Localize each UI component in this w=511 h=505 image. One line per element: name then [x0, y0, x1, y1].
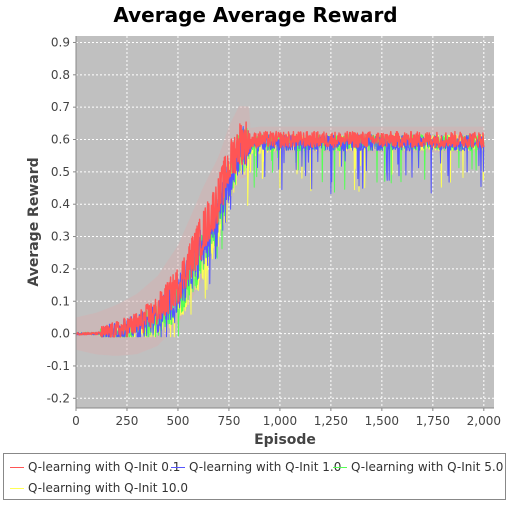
legend-item: Q-learning with Q-Init 5.0	[333, 460, 503, 474]
y-axis-label: Average Reward	[26, 157, 42, 286]
y-tick-label: 0.7	[51, 100, 70, 114]
y-tick-label: 0.0	[51, 327, 70, 341]
x-axis-label: Episode	[254, 432, 316, 448]
series-line	[76, 121, 485, 338]
x-tick-label: 2,000	[467, 414, 501, 428]
y-tick-label: 0.5	[51, 165, 70, 179]
chart-title: Average Average Reward	[113, 3, 398, 27]
legend-swatch	[171, 467, 185, 468]
legend-item: Q-learning with Q-Init 10.0	[10, 481, 188, 495]
chart: 0 250 500 750 1,000 1,250 1,500 1,750 2,000 -0.2 -…	[26, 35, 501, 448]
legend-item: Q-learning with Q-Init 0.1	[10, 460, 180, 474]
y-tick-label: 0.1	[51, 294, 70, 308]
x-tick-label: 500	[166, 414, 189, 428]
series-lines	[76, 105, 485, 356]
x-tick-label: 750	[217, 414, 240, 428]
plot-area	[76, 36, 494, 408]
legend-label: Q-learning with Q-Init 1.0	[189, 460, 342, 474]
legend-swatch	[333, 467, 347, 468]
legend-swatch	[10, 467, 24, 468]
axes: 0 250 500 750 1,000 1,250 1,500 1,750 2,000 -0.2 -…	[47, 35, 501, 428]
legend-item: Q-learning with Q-Init 1.0	[171, 460, 341, 474]
y-tick-label: 0.3	[51, 230, 70, 244]
y-tick-label: 0.4	[51, 197, 70, 211]
legend-label: Q-learning with Q-Init 10.0	[28, 481, 188, 495]
x-tick-label: 1,750	[416, 414, 450, 428]
y-tick-label: -0.1	[47, 359, 70, 373]
x-tick-label: 250	[116, 414, 139, 428]
y-tick-label: 0.2	[51, 262, 70, 276]
y-tick-label: -0.2	[47, 391, 70, 405]
y-tick-label: 0.8	[51, 68, 70, 82]
x-tick-label: 1,500	[365, 414, 399, 428]
grid	[75, 36, 494, 408]
legend-swatch	[10, 488, 24, 489]
legend-label: Q-learning with Q-Init 0.1	[28, 460, 181, 474]
y-tick-label: 0.9	[51, 35, 70, 49]
x-tick-label: 0	[72, 414, 80, 428]
legend-label: Q-learning with Q-Init 5.0	[351, 460, 504, 474]
x-tick-label: 1,250	[314, 414, 348, 428]
x-tick-label: 1,000	[263, 414, 297, 428]
legend: Q-learning with Q-Init 0.1 Q-learning wit…	[3, 453, 506, 500]
y-tick-label: 0.6	[51, 133, 70, 147]
